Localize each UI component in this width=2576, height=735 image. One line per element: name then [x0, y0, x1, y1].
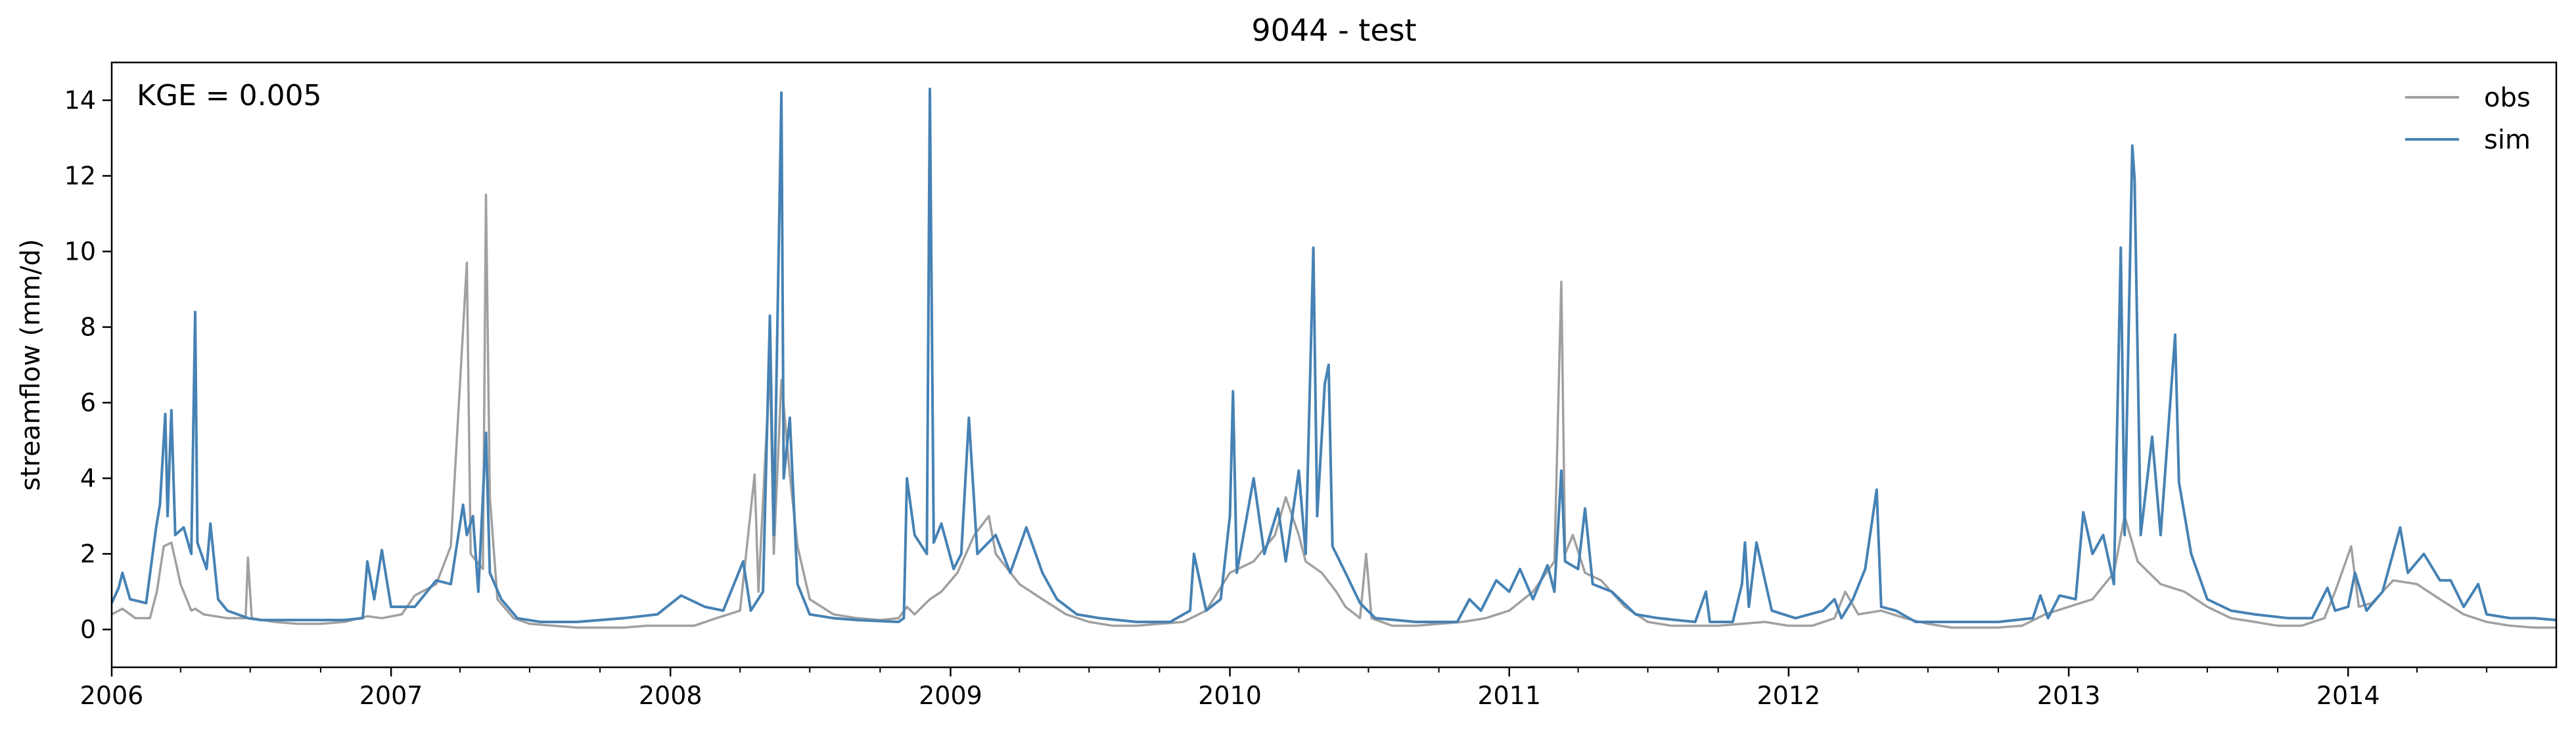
x-axis: 2006 2007 2008 2009 2010 2011 2012 2013 2014	[80, 667, 2488, 710]
x-tick-label-2008: 2008	[639, 681, 702, 710]
y-tick-label-8: 8	[80, 313, 96, 342]
plot-frame	[110, 61, 2558, 669]
legend-sim-label: sim	[2484, 125, 2531, 155]
x-tick-label-2012: 2012	[1757, 681, 1820, 710]
y-tick-label-10: 10	[64, 237, 96, 266]
y-tick-label-0: 0	[80, 615, 96, 644]
legend-obs-label: obs	[2484, 83, 2531, 113]
y-tick-label-4: 4	[80, 464, 96, 493]
x-tick-label-2007: 2007	[359, 681, 423, 710]
series-layer	[110, 87, 2557, 629]
y-axis-label: streamflow (mm/d)	[16, 239, 46, 490]
y-tick-label-14: 14	[64, 86, 96, 115]
legend: obs sim	[2405, 83, 2531, 155]
x-tick-label-2009: 2009	[919, 681, 982, 710]
y-tick-label-12: 12	[64, 162, 96, 191]
y-tick-label-6: 6	[80, 389, 96, 417]
series-line-sim	[110, 87, 2557, 623]
y-axis: 0 2 4 6 8 10 12 14	[64, 86, 112, 644]
x-tick-label-2011: 2011	[1477, 681, 1541, 710]
x-tick-label-2006: 2006	[80, 681, 144, 710]
kge-annotation: KGE = 0.005	[137, 79, 322, 112]
x-tick-label-2014: 2014	[2316, 681, 2380, 710]
y-tick-label-2: 2	[80, 540, 96, 569]
x-tick-label-2013: 2013	[2037, 681, 2101, 710]
chart-title: 9044 - test	[1251, 12, 1416, 48]
x-tick-label-2010: 2010	[1198, 681, 1262, 710]
